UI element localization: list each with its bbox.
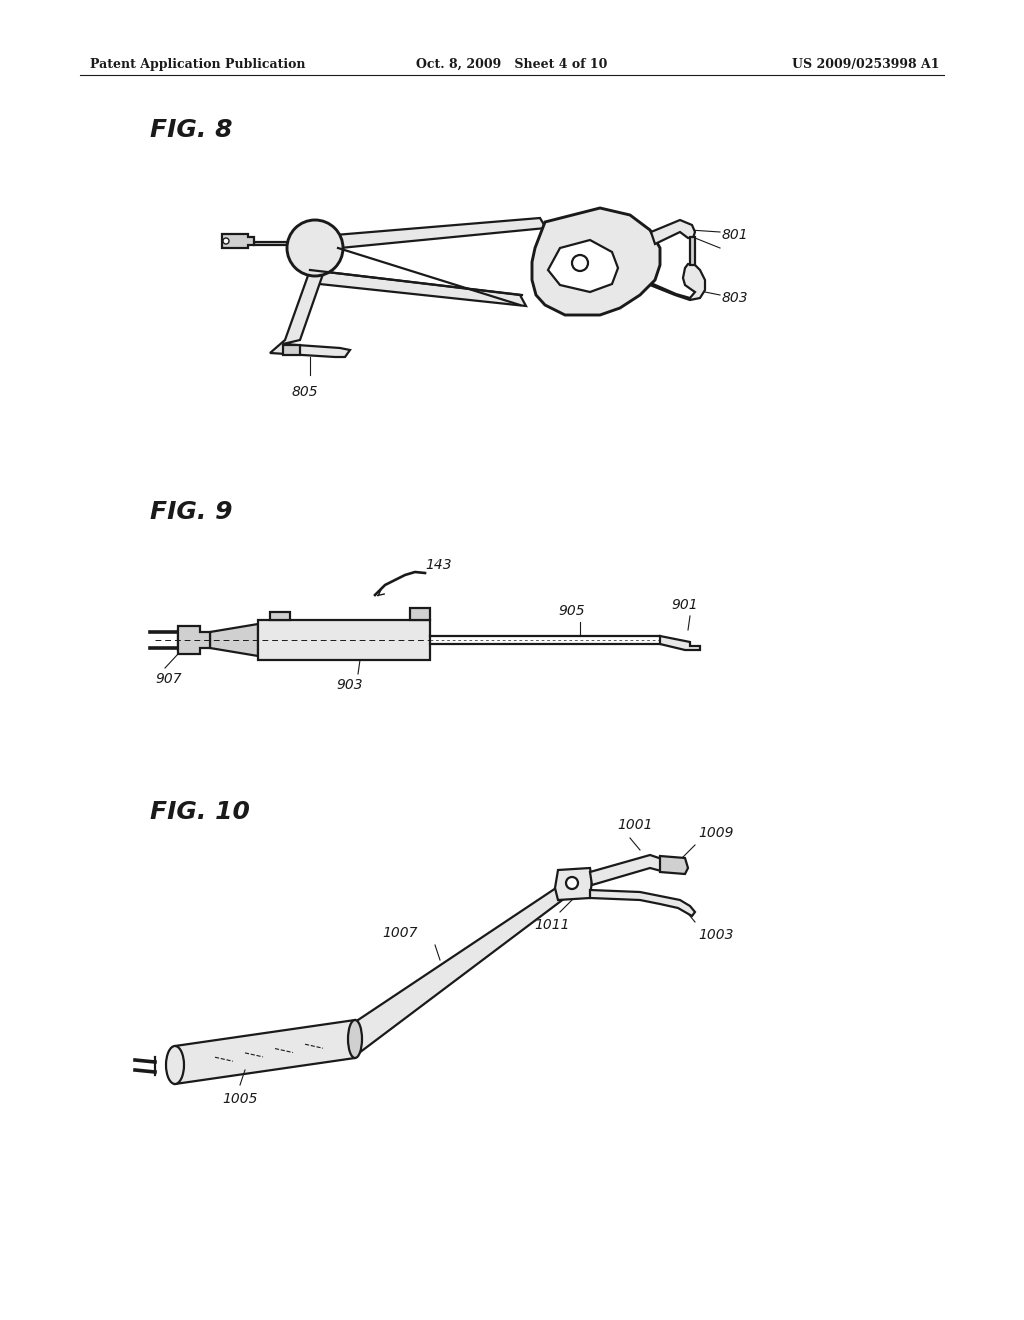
Text: Oct. 8, 2009   Sheet 4 of 10: Oct. 8, 2009 Sheet 4 of 10 xyxy=(417,58,607,71)
Polygon shape xyxy=(175,1020,355,1084)
Polygon shape xyxy=(178,626,210,653)
Text: 1009: 1009 xyxy=(698,826,733,840)
Ellipse shape xyxy=(166,1045,184,1084)
Text: 903: 903 xyxy=(337,678,364,692)
Polygon shape xyxy=(355,882,565,1056)
Text: 1011: 1011 xyxy=(535,917,569,932)
Text: US 2009/0253998 A1: US 2009/0253998 A1 xyxy=(793,58,940,71)
Polygon shape xyxy=(660,855,688,874)
Polygon shape xyxy=(270,271,350,356)
Text: FIG. 9: FIG. 9 xyxy=(150,500,232,524)
Text: 1003: 1003 xyxy=(698,928,733,942)
Circle shape xyxy=(223,238,229,244)
Text: 1005: 1005 xyxy=(222,1092,258,1106)
Polygon shape xyxy=(548,240,618,292)
Polygon shape xyxy=(650,264,705,300)
Text: 1007: 1007 xyxy=(382,927,418,940)
Text: FIG. 8: FIG. 8 xyxy=(150,117,232,143)
Text: 1001: 1001 xyxy=(617,818,652,832)
Polygon shape xyxy=(410,609,430,620)
Text: 801: 801 xyxy=(722,228,749,242)
Text: FIG. 10: FIG. 10 xyxy=(150,800,250,824)
Polygon shape xyxy=(283,345,300,355)
Text: Patent Application Publication: Patent Application Publication xyxy=(90,58,305,71)
Polygon shape xyxy=(590,890,695,916)
Polygon shape xyxy=(258,620,430,660)
Text: 803: 803 xyxy=(722,290,749,305)
Polygon shape xyxy=(590,855,670,884)
Ellipse shape xyxy=(348,1020,362,1059)
Polygon shape xyxy=(270,612,290,620)
Text: 905: 905 xyxy=(559,605,586,618)
Text: 901: 901 xyxy=(672,598,698,612)
Polygon shape xyxy=(254,242,295,246)
Polygon shape xyxy=(532,209,660,315)
Text: 907: 907 xyxy=(155,672,181,686)
Polygon shape xyxy=(210,624,258,656)
Polygon shape xyxy=(690,238,695,265)
Polygon shape xyxy=(555,869,592,900)
Circle shape xyxy=(287,220,343,276)
Circle shape xyxy=(566,876,578,888)
Circle shape xyxy=(572,255,588,271)
Polygon shape xyxy=(310,271,526,306)
Polygon shape xyxy=(335,218,546,248)
Text: 143: 143 xyxy=(425,558,452,572)
Polygon shape xyxy=(222,234,254,248)
Text: 805: 805 xyxy=(292,385,318,399)
Polygon shape xyxy=(651,220,695,244)
Polygon shape xyxy=(660,636,700,649)
